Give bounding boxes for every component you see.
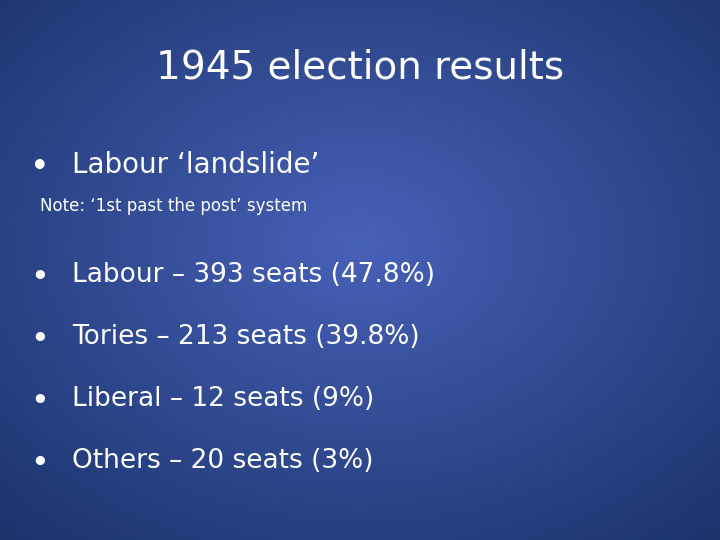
Text: •: • [30,262,49,293]
Text: •: • [30,448,49,479]
Text: •: • [30,386,49,417]
Text: Note: ‘1st past the post’ system: Note: ‘1st past the post’ system [40,197,307,215]
Text: Labour ‘landslide’: Labour ‘landslide’ [72,151,320,179]
Text: Others – 20 seats (3%): Others – 20 seats (3%) [72,448,374,474]
Text: Labour – 393 seats (47.8%): Labour – 393 seats (47.8%) [72,262,435,288]
Text: 1945 election results: 1945 election results [156,49,564,86]
Text: •: • [30,151,50,184]
Text: Tories – 213 seats (39.8%): Tories – 213 seats (39.8%) [72,324,420,350]
Text: •: • [30,324,49,355]
Text: Liberal – 12 seats (9%): Liberal – 12 seats (9%) [72,386,374,412]
